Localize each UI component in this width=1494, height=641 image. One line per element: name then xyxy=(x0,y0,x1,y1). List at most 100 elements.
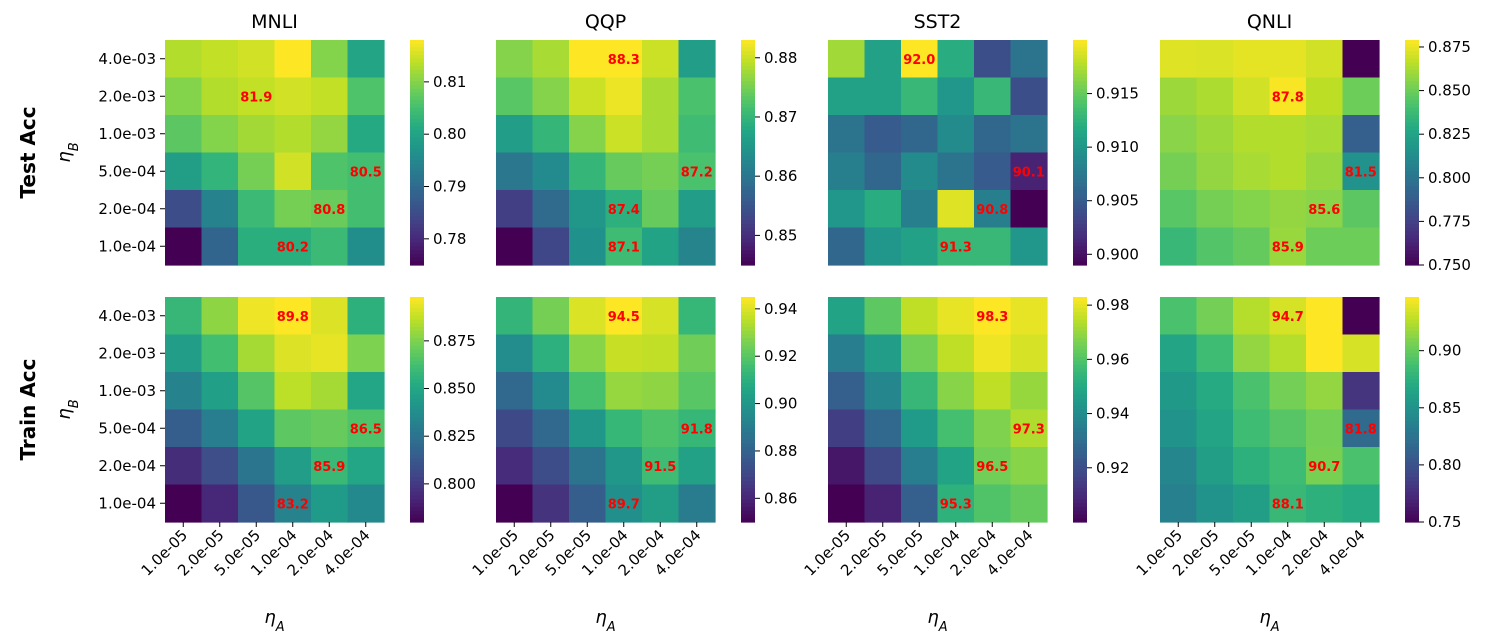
colorbar-segment xyxy=(410,253,424,259)
y-tick-label: 2.0e-03 xyxy=(98,344,156,362)
colorbar-segment xyxy=(410,55,424,60)
heatmap-cell xyxy=(828,372,866,411)
colorbar-segment xyxy=(1405,435,1419,441)
heatmap-cell xyxy=(642,227,680,266)
colorbar-segment xyxy=(1073,58,1087,64)
colorbar-segment xyxy=(1405,111,1419,116)
colorbar-segment xyxy=(410,261,424,266)
colorbar-segment xyxy=(1073,379,1087,384)
heatmap-cell xyxy=(274,227,312,266)
heatmap-cell xyxy=(864,372,902,411)
colorbar-segment xyxy=(1073,55,1087,60)
colorbar-segment xyxy=(741,413,755,418)
colorbar-segment xyxy=(741,163,755,169)
colorbar-segment xyxy=(410,492,424,497)
colorbar-segment xyxy=(410,115,424,120)
colorbar-segment xyxy=(1073,212,1087,217)
colorbar-segment xyxy=(410,503,424,508)
colorbar-segment xyxy=(741,208,755,214)
colorbar-segment xyxy=(1405,323,1419,328)
heatmap-cell xyxy=(569,227,607,266)
heatmap-cell xyxy=(974,409,1012,448)
colorbar-segment xyxy=(410,297,424,302)
colorbar-segment xyxy=(1405,510,1419,516)
heatmap-cell xyxy=(1160,297,1198,336)
colorbar-segment xyxy=(410,62,424,67)
colorbar-segment xyxy=(1073,450,1087,456)
y-tick-label: 5.0e-04 xyxy=(98,162,156,180)
heatmap-cell xyxy=(1160,40,1198,79)
heatmap-cell xyxy=(1160,152,1198,191)
colorbar-segment xyxy=(1405,473,1419,478)
colorbar-tick-label: 0.825 xyxy=(1428,125,1471,143)
colorbar-segment xyxy=(1073,253,1087,259)
colorbar-segment xyxy=(1073,402,1087,407)
heatmap-cell xyxy=(165,372,203,411)
cell-annotation: 80.5 xyxy=(350,165,382,180)
heatmap-cell xyxy=(901,152,939,191)
colorbar-segment xyxy=(410,323,424,328)
colorbar-segment xyxy=(410,398,424,403)
heatmap-cell xyxy=(532,447,570,486)
heatmap-cell xyxy=(311,372,349,411)
colorbar-segment xyxy=(1405,190,1419,195)
heatmap-cell xyxy=(678,190,716,229)
colorbar-segment xyxy=(1073,216,1087,221)
colorbar-segment xyxy=(410,300,424,306)
colorbar-segment xyxy=(1073,118,1087,124)
heatmap-cell xyxy=(274,190,312,229)
heatmap-cell xyxy=(937,115,975,154)
colorbar-segment xyxy=(1073,323,1087,328)
cell-annotation: 91.8 xyxy=(681,422,713,437)
cell-annotation: 89.8 xyxy=(277,310,309,325)
colorbar-segment xyxy=(410,349,424,354)
heatmap-cell xyxy=(605,227,643,266)
colorbar-tick-label: 0.85 xyxy=(764,226,797,244)
colorbar-segment xyxy=(1405,182,1419,187)
colorbar-segment xyxy=(1405,92,1419,97)
heatmap-cell xyxy=(864,227,902,266)
colorbar-segment xyxy=(1405,447,1419,452)
heatmap-cell xyxy=(201,334,239,373)
colorbar-segment xyxy=(1405,364,1419,369)
colorbar-segment xyxy=(1405,345,1419,351)
colorbar-segment xyxy=(1073,492,1087,497)
colorbar-segment xyxy=(1073,152,1087,157)
colorbar-segment xyxy=(1405,390,1419,396)
colorbar-segment xyxy=(741,88,755,94)
colorbar-segment xyxy=(1405,130,1419,135)
heatmap-cell xyxy=(1010,40,1048,79)
heatmap-cell xyxy=(1196,77,1234,116)
colorbar-tick-label: 0.875 xyxy=(433,332,476,350)
colorbar-segment xyxy=(1405,148,1419,154)
heatmap-cell xyxy=(311,334,349,373)
heatmap-cell xyxy=(937,484,975,523)
colorbar-segment xyxy=(1405,417,1419,422)
colorbar-segment xyxy=(410,193,424,199)
colorbar-segment xyxy=(410,152,424,157)
colorbar-segment xyxy=(1073,334,1087,339)
cell-annotation: 98.3 xyxy=(976,310,1008,325)
colorbar-segment xyxy=(1405,338,1419,343)
colorbar-segment xyxy=(1405,126,1419,131)
colorbar-segment xyxy=(1405,242,1419,247)
heatmap-cell xyxy=(828,297,866,336)
heatmap-cell xyxy=(496,334,534,373)
colorbar-segment xyxy=(741,312,755,317)
colorbar-segment xyxy=(1073,510,1087,516)
colorbar-segment xyxy=(1073,327,1087,332)
heatmap-cell xyxy=(238,227,276,266)
heatmap-cell xyxy=(1342,227,1380,266)
heatmap-cell xyxy=(238,297,276,336)
heatmap-cell xyxy=(678,40,716,79)
colorbar-segment xyxy=(410,458,424,463)
heatmap-cell xyxy=(532,297,570,336)
heatmap-cell xyxy=(1306,77,1344,116)
colorbar-segment xyxy=(1073,394,1087,399)
heatmap-cell xyxy=(642,447,680,486)
colorbar-segment xyxy=(410,111,424,116)
colorbar-segment xyxy=(410,379,424,384)
y-tick-label: 1.0e-03 xyxy=(98,125,156,143)
colorbar-segment xyxy=(410,443,424,448)
colorbar-segment xyxy=(1073,201,1087,206)
